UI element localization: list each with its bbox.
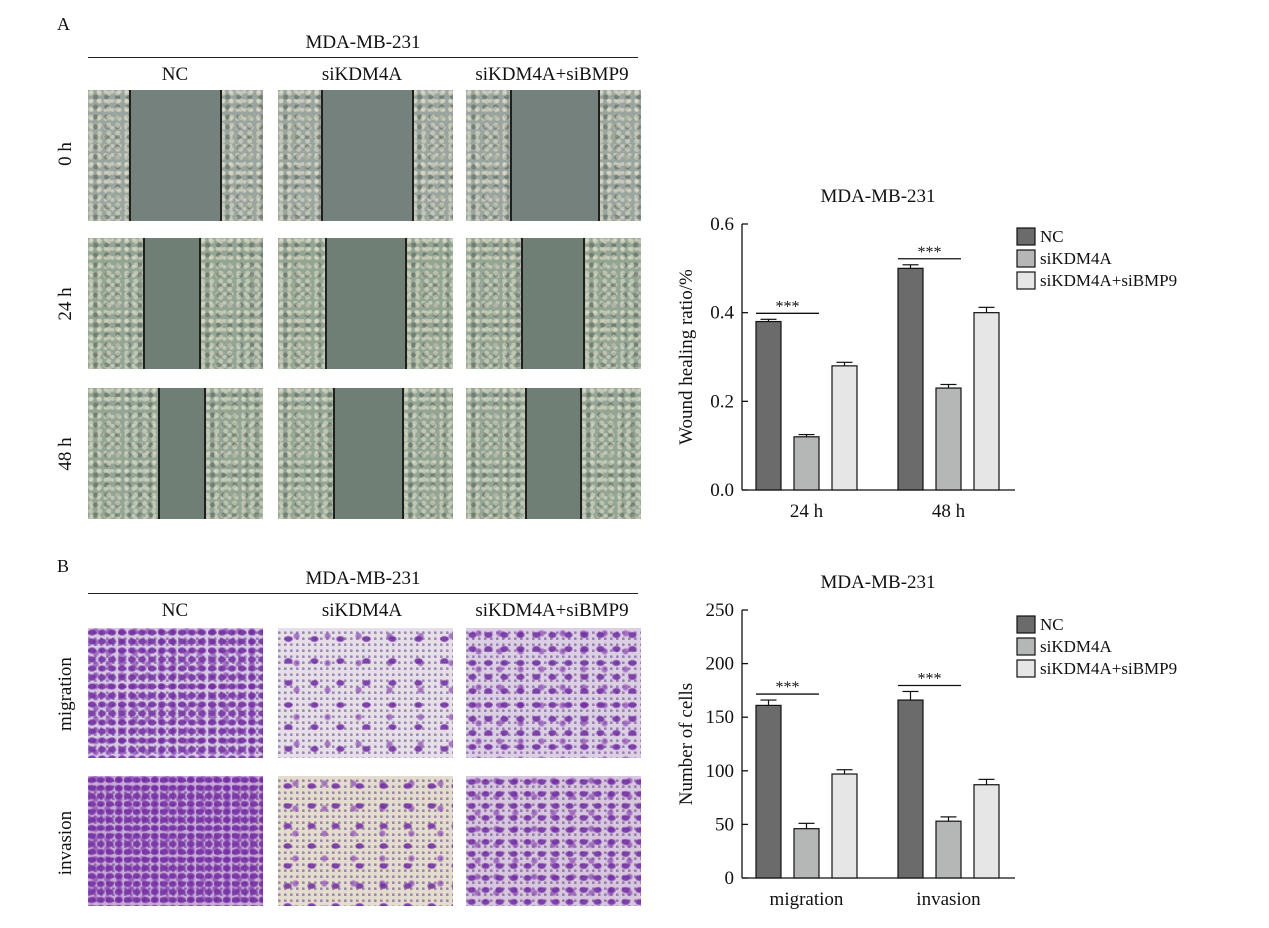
wound-image-sikdm4a-0h xyxy=(278,90,453,221)
chart-a-legend-swatch-1 xyxy=(1016,249,1036,268)
chart-a-bar-2-1 xyxy=(973,312,1000,491)
panel-a-letter: A xyxy=(57,14,70,34)
chart-b-bar-1-0 xyxy=(793,828,820,879)
chart-b-sig-label-1: *** xyxy=(918,670,942,687)
chart-b-legend-swatch-1 xyxy=(1016,637,1036,656)
panel-b-letter: B xyxy=(57,556,70,576)
chart-a-ytick-label-2: 0.4 xyxy=(710,303,734,324)
chart-a-bar-1-0 xyxy=(793,436,820,491)
panel-a-col-sikdm4a-sibmp9: siKDM4A+siBMP9 xyxy=(475,64,629,85)
wound-image-nc-24h xyxy=(88,238,263,369)
chart-a-title: MDA-MB-231 xyxy=(820,186,935,207)
chart-b-container: MDA-MB-231 Number of cells 0 50 100 150 200 250… xyxy=(660,560,1250,925)
transwell-image-sikdm4a-sibmp9-invasion xyxy=(466,776,641,906)
chart-b-ytick-label-4: 200 xyxy=(706,654,735,675)
panel-b-col-nc: NC xyxy=(161,600,189,621)
panel-a-header-rule xyxy=(88,57,638,58)
wound-image-sikdm4a-48h xyxy=(278,388,453,519)
chart-b-ytick-label-1: 50 xyxy=(715,814,734,835)
chart-b-cell-number: MDA-MB-231 Number of cells 0 50 100 150 200 250… xyxy=(676,572,1177,910)
chart-a-sig-label-1: *** xyxy=(918,244,942,261)
chart-b-xtick-label-1: invasion xyxy=(916,889,981,910)
chart-b-ytick-label-3: 150 xyxy=(706,707,735,728)
wound-image-nc-48h xyxy=(88,388,263,519)
wound-image-nc-0h xyxy=(88,90,263,221)
chart-a-legend-label-1: siKDM4A xyxy=(1040,249,1113,268)
chart-a-legend-swatch-0 xyxy=(1016,227,1036,246)
chart-a-xtick-label-1: 48 h xyxy=(932,501,966,522)
panel-b-row-invasion: invasion xyxy=(55,810,76,876)
wound-image-sikdm4a-sibmp9-24h xyxy=(466,238,641,369)
chart-a-ytick-label-1: 0.2 xyxy=(710,391,734,412)
chart-b-legend-swatch-0 xyxy=(1016,615,1036,634)
chart-a-legend-label-0: NC xyxy=(1040,227,1064,246)
panel-a-row-24h: 24 h xyxy=(55,287,76,321)
chart-b-bar-2-0 xyxy=(831,773,858,879)
chart-a-xtick-label-0: 24 h xyxy=(790,501,824,522)
chart-a-bar-0-0 xyxy=(755,320,782,491)
panel-b-header-rule xyxy=(88,593,638,594)
wound-image-sikdm4a-sibmp9-0h xyxy=(466,90,641,221)
panel-a-col-sikdm4a: siKDM4A xyxy=(321,64,403,85)
chart-a-legend-swatch-2 xyxy=(1016,271,1036,290)
chart-b-sig-label-0: *** xyxy=(776,679,800,696)
chart-a-legend-label-2: siKDM4A+siBMP9 xyxy=(1040,271,1177,290)
transwell-image-nc-migration xyxy=(88,628,263,758)
wound-image-sikdm4a-sibmp9-48h xyxy=(466,388,641,519)
chart-a-ylabel: Wound healing ratio/% xyxy=(676,269,697,445)
chart-b-legend-label-0: NC xyxy=(1040,615,1064,634)
chart-a-ytick-label-3: 0.6 xyxy=(710,214,734,235)
chart-b-ytick-label-2: 100 xyxy=(706,761,735,782)
chart-b-bar-0-0 xyxy=(755,704,782,879)
chart-a-bar-0-1 xyxy=(897,267,924,491)
wound-image-sikdm4a-24h xyxy=(278,238,453,369)
chart-a-bar-1-1 xyxy=(935,387,962,491)
chart-a-wound-healing: MDA-MB-231 Wound healing ratio/% 0.0 0.2 0.4… xyxy=(676,186,1177,522)
panel-b-col-sikdm4a: siKDM4A xyxy=(321,600,403,621)
chart-b-legend-swatch-2 xyxy=(1016,659,1036,678)
panel-b-header: MDA-MB-231 xyxy=(305,568,421,589)
panel-b-row-migration: migration xyxy=(55,657,76,731)
chart-a-sig-label-0: *** xyxy=(776,298,800,315)
chart-b-legend-label-1: siKDM4A xyxy=(1040,637,1113,656)
chart-b-bar-1-1 xyxy=(935,820,962,879)
chart-b-title: MDA-MB-231 xyxy=(820,572,935,593)
chart-b-bar-0-1 xyxy=(897,699,924,879)
transwell-image-sikdm4a-sibmp9-migration xyxy=(466,628,641,758)
chart-b-legend-label-2: siKDM4A+siBMP9 xyxy=(1040,659,1177,678)
chart-b-ylabel: Number of cells xyxy=(676,683,697,805)
chart-b-ytick-label-0: 0 xyxy=(725,868,735,889)
transwell-image-sikdm4a-invasion xyxy=(278,776,453,906)
panel-a-row-0h: 0 h xyxy=(55,142,76,166)
chart-a-container: MDA-MB-231 Wound healing ratio/% 0.0 0.2 0.4… xyxy=(660,170,1250,545)
transwell-image-nc-invasion xyxy=(88,776,263,906)
panel-a-row-48h: 48 h xyxy=(55,437,76,471)
transwell-image-sikdm4a-migration xyxy=(278,628,453,758)
chart-b-bar-2-1 xyxy=(973,784,1000,879)
chart-b-ytick-label-5: 250 xyxy=(706,600,735,621)
panel-b-col-sikdm4a-sibmp9: siKDM4A+siBMP9 xyxy=(475,600,629,621)
chart-b-xtick-label-0: migration xyxy=(770,889,844,910)
panel-a-col-nc: NC xyxy=(161,64,189,85)
panel-a-header: MDA-MB-231 xyxy=(305,32,421,53)
chart-a-bar-2-0 xyxy=(831,365,858,491)
chart-a-ytick-label-0: 0.0 xyxy=(710,480,734,501)
